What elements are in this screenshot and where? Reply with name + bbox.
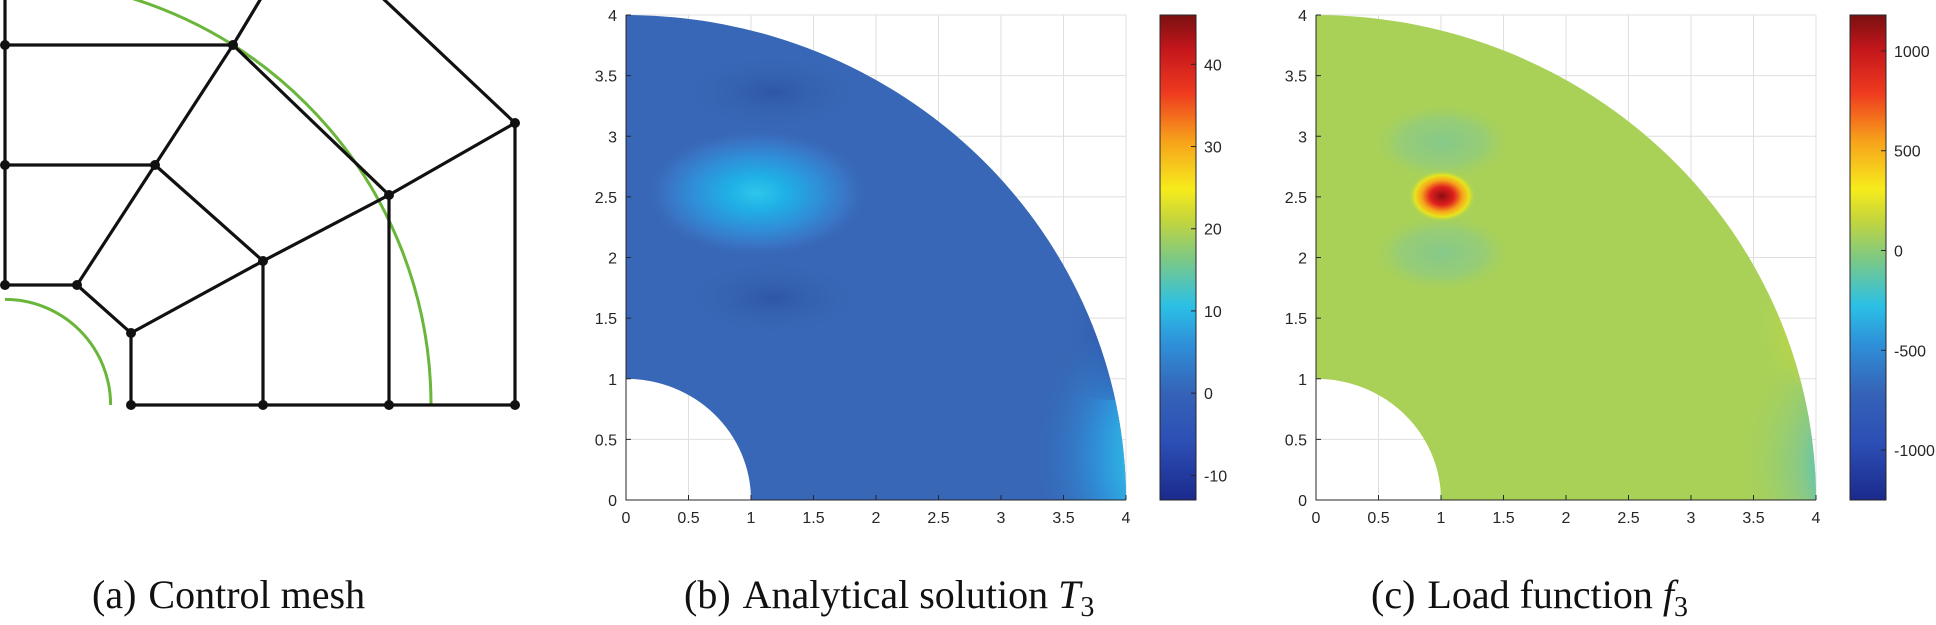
x-tick-label: 1.5	[1492, 510, 1514, 527]
tick-labels-b: 0 0.5 1 1.5 2 2.5 3 3.5 4 0 0.5 1 1.5 2 2.5 3 3.5 4	[595, 8, 1131, 527]
control-point	[510, 118, 520, 128]
control-point	[258, 256, 268, 266]
colorbar-c: -1000 -500 0 500 1000	[1849, 14, 1935, 501]
mesh-edge	[231, 43, 391, 197]
mesh-edge	[75, 164, 157, 286]
x-tick-label: 2.5	[927, 510, 949, 527]
y-tick-label: 3.5	[595, 69, 617, 86]
control-point	[510, 400, 520, 410]
x-tick-label: 2	[872, 510, 881, 527]
y-tick-label: 3	[1298, 129, 1307, 146]
mesh-edge	[130, 259, 264, 335]
x-tick-label: 0.5	[677, 510, 699, 527]
y-tick-label: 3	[608, 129, 617, 146]
y-tick-label: 0.5	[1285, 432, 1307, 449]
outer-boundary-curve	[131, 0, 433, 406]
inner-boundary-curve	[4, 297, 113, 406]
y-tick-label: 1.5	[595, 311, 617, 328]
control-point	[258, 400, 268, 410]
colorbar-tick-label: 0	[1894, 244, 1903, 261]
load-function-panel: 0 0.5 1 1.5 2 2.5 3 3.5 4 0 0.5 1 1.5 2 2.5 3 3.5 4 -1000…	[1285, 8, 1935, 527]
y-tick-label: 4	[1298, 8, 1307, 25]
y-tick-label: 0	[608, 493, 617, 510]
colorbar-tick-label: -500	[1894, 343, 1926, 360]
x-tick-label: 2	[1562, 510, 1571, 527]
control-point	[228, 40, 238, 50]
y-tick-label: 4	[608, 8, 617, 25]
y-tick-label: 3.5	[1285, 69, 1307, 86]
y-tick-label: 2	[608, 251, 617, 268]
colorbar-tick-label: 10	[1204, 304, 1222, 321]
y-tick-label: 1	[608, 372, 617, 389]
x-tick-label: 4	[1812, 510, 1821, 527]
colorbar-tick-label: -1000	[1894, 443, 1935, 460]
control-points	[0, 40, 520, 410]
y-tick-label: 1.5	[1285, 311, 1307, 328]
x-tick-label: 0	[1312, 510, 1321, 527]
control-point	[150, 160, 160, 170]
y-tick-label: 2	[1298, 251, 1307, 268]
x-tick-label: 3.5	[1742, 510, 1764, 527]
mesh-edge	[75, 283, 133, 335]
x-tick-label: 1.5	[802, 510, 824, 527]
solution-field	[626, 15, 1126, 500]
mesh-edge	[231, 0, 262, 46]
x-tick-label: 1	[747, 510, 756, 527]
x-tick-label: 3	[1687, 510, 1696, 527]
control-point	[384, 400, 394, 410]
control-mesh-edges	[3, 0, 517, 407]
colorbar-tick-label: 40	[1204, 57, 1222, 74]
control-point	[72, 280, 82, 290]
x-tick-label: 1	[1437, 510, 1446, 527]
control-point	[384, 190, 394, 200]
y-tick-label: 2.5	[595, 190, 617, 207]
mesh-edge	[262, 193, 390, 263]
mesh-edge	[153, 163, 265, 263]
analytical-solution-panel: 0 0.5 1 1.5 2 2.5 3 3.5 400.511.522.533.54 -1001…	[595, 8, 1227, 527]
control-point	[0, 40, 10, 50]
colorbar-tick-label: 500	[1894, 144, 1921, 161]
caption-b: (b) Analytical solution T3	[684, 572, 1094, 623]
colorbar-tick-label: 1000	[1894, 44, 1930, 61]
y-tick-label: 0	[1298, 493, 1307, 510]
x-tick-label: 0	[622, 510, 631, 527]
colorbar-tick-label: 30	[1204, 140, 1222, 157]
control-point	[0, 280, 10, 290]
y-tick-label: 2.5	[1285, 190, 1307, 207]
x-tick-label: 3.5	[1052, 510, 1074, 527]
caption-c: (c) Load function f3	[1371, 572, 1688, 623]
y-tick-label: 0.5	[595, 432, 617, 449]
control-point	[126, 400, 136, 410]
colorbar-tick-label: 20	[1204, 222, 1222, 239]
mesh-edge	[153, 44, 235, 166]
colorbar-b: -10 0 10 20 30 40	[1159, 14, 1227, 501]
y-tick-label: 1	[1298, 372, 1307, 389]
control-mesh-panel	[0, 0, 520, 410]
x-tick-label: 2.5	[1617, 510, 1639, 527]
colorbar-tick-label: -10	[1204, 468, 1227, 485]
x-tick-label: 0.5	[1367, 510, 1389, 527]
control-point	[0, 160, 10, 170]
tick-labels-c: 0 0.5 1 1.5 2 2.5 3 3.5 4 0 0.5 1 1.5 2 2.5 3 3.5 4	[1285, 8, 1821, 527]
colorbar-tick-label: 0	[1204, 386, 1213, 403]
mesh-edge	[388, 121, 516, 197]
caption-a: (a) Control mesh	[92, 572, 365, 617]
mesh-edge	[382, 0, 517, 125]
x-tick-label: 4	[1122, 510, 1131, 527]
control-point	[126, 328, 136, 338]
x-tick-label: 3	[997, 510, 1006, 527]
